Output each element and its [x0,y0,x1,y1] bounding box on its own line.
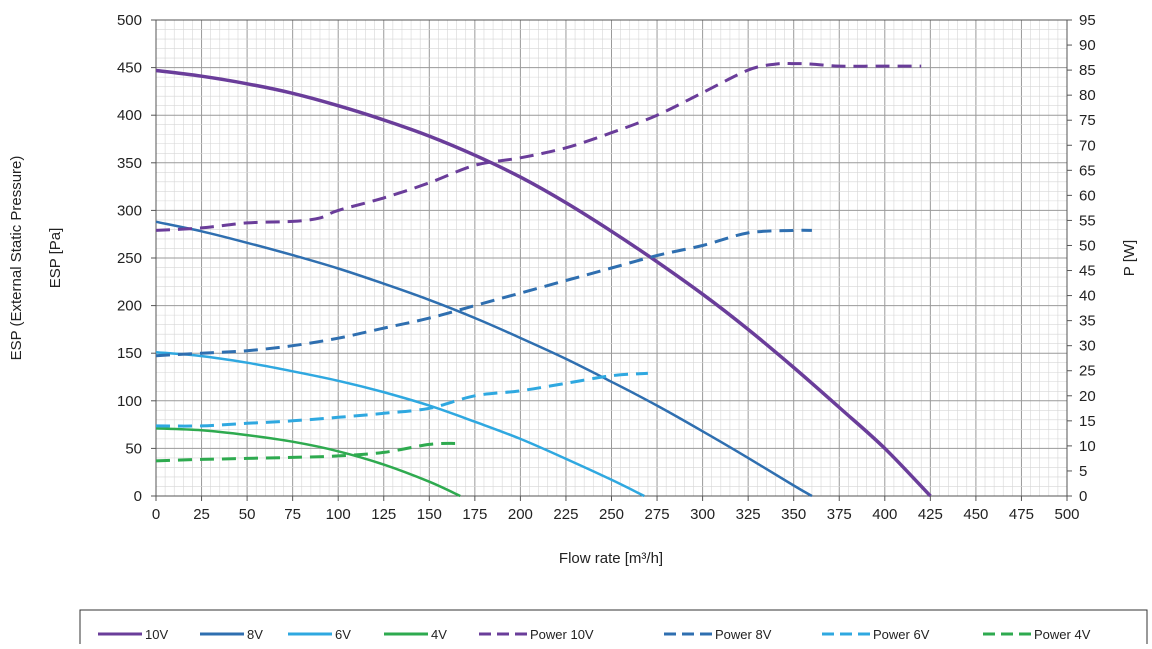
x-tick-label: 175 [462,506,487,523]
x-tick-label: 325 [736,506,761,523]
y2-axis-title: P [W] [1121,240,1138,276]
x-tick-label: 425 [918,506,943,523]
y2-tick-label: 55 [1079,212,1096,229]
y-tick-label: 100 [117,393,142,410]
x-tick-label: 400 [872,506,897,523]
y2-tick-label: 10 [1079,438,1096,455]
x-tick-label: 75 [284,506,301,523]
series-line-power-6v [155,371,649,428]
y2-tick-label: 65 [1079,162,1096,179]
y2-tick-label: 0 [1079,488,1087,505]
y-tick-label: 450 [117,60,142,77]
series-line-4v [155,427,461,498]
y-tick-label: 500 [117,12,142,29]
x-tick-label: 300 [690,506,715,523]
y2-tick-label: 40 [1079,288,1096,305]
x-tick-label: 275 [645,506,670,523]
y2-tick-label: 60 [1079,187,1096,204]
x-axis-title: Flow rate [m³/h] [559,550,663,567]
legend-label: Power 6V [873,627,930,642]
y2-tick-label: 95 [1079,12,1096,29]
x-tick-label: 25 [193,506,210,523]
y-tick-label: 350 [117,155,142,172]
series-line-power-8v [155,228,812,358]
y2-tick-label: 75 [1079,112,1096,129]
legend-label: 6V [335,627,351,642]
legend-label: 10V [145,627,168,642]
y2-tick-label: 5 [1079,463,1087,480]
y2-tick-label: 90 [1079,37,1096,54]
y2-tick-label: 30 [1079,338,1096,355]
legend-label: 8V [247,627,263,642]
series-line-power-4v [155,441,457,463]
x-tick-label: 150 [417,506,442,523]
x-tick-label: 200 [508,506,533,523]
x-tick-label: 250 [599,506,624,523]
x-tick-label: 375 [827,506,852,523]
x-tick-label: 500 [1054,506,1079,523]
y2-tick-label: 20 [1079,388,1096,405]
series-line-6v [155,350,645,498]
x-tick-label: 50 [239,506,256,523]
y2-tick-label: 25 [1079,363,1096,380]
y-tick-label: 300 [117,202,142,219]
series-group [155,61,932,498]
y2-tick-label: 50 [1079,237,1096,254]
legend-label: Power 4V [1034,627,1091,642]
legend-label: Power 8V [715,627,772,642]
series-line-10v [155,68,932,498]
series-line-8v [155,220,813,498]
series-line-power-10v [155,61,922,232]
y2-tick-label: 85 [1079,62,1096,79]
x-tick-label: 350 [781,506,806,523]
y2-tick-label: 15 [1079,413,1096,430]
legend-label: Power 10V [530,627,594,642]
y-tick-label: 200 [117,298,142,315]
y-axis-title-line2: ESP [Pa] [47,228,64,289]
y-tick-label: 250 [117,250,142,267]
x-tick-label: 100 [326,506,351,523]
legend: 10V 8V 6V 4V Power 10V Power 8V Power 6V Power … [98,627,1091,642]
y2-tick-label: 70 [1079,137,1096,154]
y-axis-title-line1: ESP (External Static Pressure) [8,156,25,361]
grid [155,19,1068,497]
x-tick-label: 0 [152,506,160,523]
axes: 0 25 50 75 100 125 150 175 200 225 250 275 300 325 350… [117,12,1096,523]
x-tick-label: 125 [371,506,396,523]
x-tick-label: 475 [1009,506,1034,523]
y2-tick-label: 45 [1079,263,1096,280]
y-tick-label: 150 [117,345,142,362]
y2-tick-label: 80 [1079,87,1096,104]
x-tick-label: 225 [553,506,578,523]
y-tick-label: 400 [117,107,142,124]
y-tick-label: 50 [125,440,142,457]
legend-label: 4V [431,627,447,642]
y2-tick-label: 35 [1079,313,1096,330]
legend-box [79,609,1148,649]
y-tick-label: 0 [134,488,142,505]
x-tick-label: 450 [963,506,988,523]
